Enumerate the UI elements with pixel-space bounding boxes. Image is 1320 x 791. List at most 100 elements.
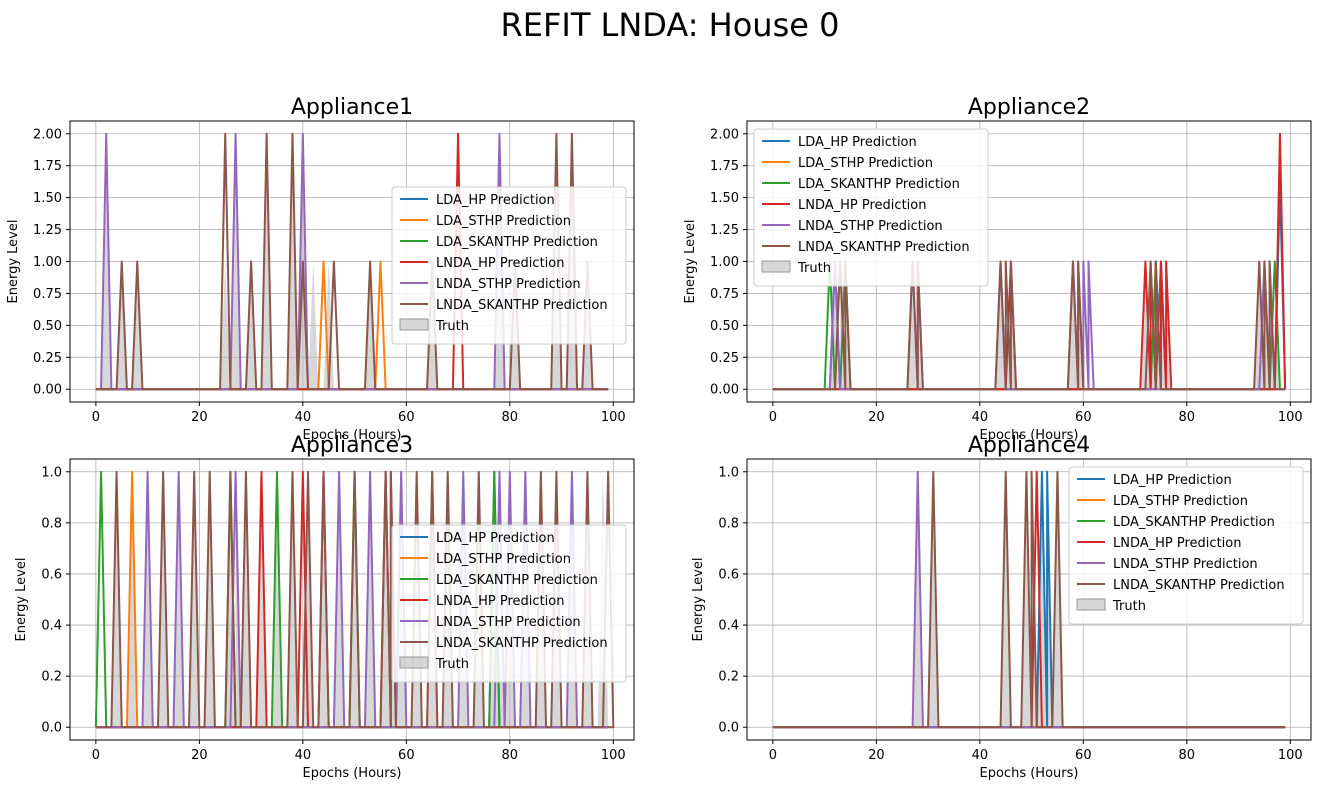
x-tick-label: 100 <box>1278 410 1303 425</box>
x-axis-label: Epochs (Hours) <box>303 766 402 781</box>
legend-label: LNDA_SKANTHP Prediction <box>1113 578 1285 593</box>
series-line-6 <box>95 470 615 729</box>
y-tick-label: 0.8 <box>41 516 62 531</box>
legend-label: Truth <box>797 261 831 276</box>
y-tick-label: 1.50 <box>33 191 62 206</box>
legend-label: LNDA_SKANTHP Prediction <box>436 636 608 651</box>
x-axis: 0 20 40 60 80 100 <box>769 402 1303 425</box>
y-axis-label: Energy Level <box>691 558 706 642</box>
legend-swatch-truth <box>399 656 429 669</box>
x-tick-label: 40 <box>972 748 989 763</box>
x-tick-label: 40 <box>295 410 312 425</box>
y-tick-label: 0.4 <box>718 619 739 634</box>
subplot-4: Appliance4 0 20 40 60 80 100 0.0 0.2 0.4 0.6 0.8 1.0… <box>691 433 1312 781</box>
legend-label: LDA_STHP Prediction <box>436 214 571 229</box>
plot-area <box>772 132 1287 391</box>
legend-label: LNDA_HP Prediction <box>798 198 926 213</box>
truth-area <box>95 133 609 390</box>
legend: LDA_HP Prediction LDA_STHP Prediction LDA_… <box>391 524 627 683</box>
legend-label: LNDA_STHP Prediction <box>798 219 943 234</box>
legend-box <box>1068 466 1304 625</box>
y-tick-label: 2.00 <box>710 127 739 142</box>
legend-label: LDA_SKANTHP Prediction <box>798 177 960 192</box>
x-tick-label: 80 <box>502 410 519 425</box>
x-tick-label: 60 <box>1075 410 1092 425</box>
y-tick-label: 0.2 <box>718 670 739 685</box>
legend-swatch-truth <box>399 318 429 331</box>
plot-area <box>95 132 609 391</box>
legend: LDA_HP Prediction LDA_STHP Prediction LDA_… <box>753 128 989 287</box>
x-axis-label: Epochs (Hours) <box>980 766 1079 781</box>
legend-label: Truth <box>435 657 469 672</box>
x-axis-label: Epochs (Hours) <box>980 428 1079 443</box>
series-line-6 <box>772 260 1286 391</box>
x-axis: 0 20 40 60 80 100 <box>769 740 1303 763</box>
legend-label: LDA_STHP Prediction <box>436 552 571 567</box>
x-tick-label: 100 <box>601 748 626 763</box>
y-axis-label: Energy Level <box>683 220 698 304</box>
y-tick-label: 1.0 <box>718 465 739 480</box>
y-tick-label: 0.0 <box>41 721 62 736</box>
x-tick-label: 80 <box>1179 410 1196 425</box>
y-tick-label: 0.6 <box>41 567 62 582</box>
subplot-title: Appliance2 <box>968 95 1090 120</box>
x-axis-label: Epochs (Hours) <box>303 428 402 443</box>
y-axis: 0.0 0.2 0.4 0.6 0.8 1.0 <box>41 465 70 736</box>
y-tick-label: 1.25 <box>33 223 62 238</box>
y-tick-label: 0.50 <box>710 319 739 334</box>
y-tick-label: 0.50 <box>33 319 62 334</box>
x-tick-label: 20 <box>868 748 885 763</box>
x-tick-label: 0 <box>92 748 100 763</box>
legend-swatch-truth <box>761 260 791 273</box>
y-tick-label: 1.75 <box>33 159 62 174</box>
legend-label: Truth <box>435 319 469 334</box>
subplot-2: Appliance2 0 20 40 60 80 100 0.00 0.25 0.50 0.75 1.… <box>683 95 1312 443</box>
y-tick-label: 0.0 <box>718 721 739 736</box>
y-axis-label: Energy Level <box>14 558 29 642</box>
x-tick-label: 20 <box>191 748 208 763</box>
x-axis: 0 20 40 60 80 100 <box>92 740 626 763</box>
legend-label: LNDA_HP Prediction <box>436 256 564 271</box>
subplot-title: Appliance1 <box>291 95 413 120</box>
legend-label: LNDA_STHP Prediction <box>436 615 581 630</box>
y-tick-label: 0.25 <box>33 351 62 366</box>
x-tick-label: 60 <box>1075 748 1092 763</box>
y-tick-label: 0.75 <box>33 287 62 302</box>
x-tick-label: 0 <box>769 410 777 425</box>
x-tick-label: 60 <box>398 410 415 425</box>
legend-label: LNDA_HP Prediction <box>436 594 564 609</box>
y-tick-label: 1.0 <box>41 465 62 480</box>
x-tick-label: 80 <box>1179 748 1196 763</box>
y-axis: 0.0 0.2 0.4 0.6 0.8 1.0 <box>718 465 747 736</box>
x-tick-label: 100 <box>1278 748 1303 763</box>
subplot-1: Appliance1 0 20 40 60 80 100 0.00 0.25 0.50 0.75 1.… <box>6 95 635 443</box>
legend-label: LNDA_SKANTHP Prediction <box>798 240 970 255</box>
legend-label: Truth <box>1112 599 1146 614</box>
y-tick-label: 1.00 <box>33 255 62 270</box>
legend: LDA_HP Prediction LDA_STHP Prediction LDA_… <box>391 186 627 345</box>
legend-label: LNDA_STHP Prediction <box>436 277 581 292</box>
y-tick-label: 1.50 <box>710 191 739 206</box>
legend-box <box>753 128 989 287</box>
y-tick-label: 0.25 <box>710 351 739 366</box>
x-axis: 0 20 40 60 80 100 <box>92 402 626 425</box>
legend-label: LDA_SKANTHP Prediction <box>436 235 598 250</box>
figure-title: REFIT LNDA: House 0 <box>501 6 840 44</box>
y-axis: 0.00 0.25 0.50 0.75 1.00 1.25 1.50 1.75 2.00 <box>33 127 70 398</box>
y-tick-label: 0.6 <box>718 567 739 582</box>
legend-label: LNDA_SKANTHP Prediction <box>436 298 608 313</box>
legend-box <box>391 524 627 683</box>
y-tick-label: 0.2 <box>41 670 62 685</box>
x-tick-label: 60 <box>398 748 415 763</box>
y-tick-label: 0.4 <box>41 619 62 634</box>
x-tick-label: 40 <box>295 748 312 763</box>
legend-label: LDA_HP Prediction <box>798 135 917 150</box>
x-tick-label: 80 <box>502 748 519 763</box>
legend-box <box>391 186 627 345</box>
y-tick-label: 0.00 <box>710 383 739 398</box>
x-tick-label: 100 <box>601 410 626 425</box>
legend-label: LDA_HP Prediction <box>436 193 555 208</box>
legend-label: LNDA_HP Prediction <box>1113 536 1241 551</box>
